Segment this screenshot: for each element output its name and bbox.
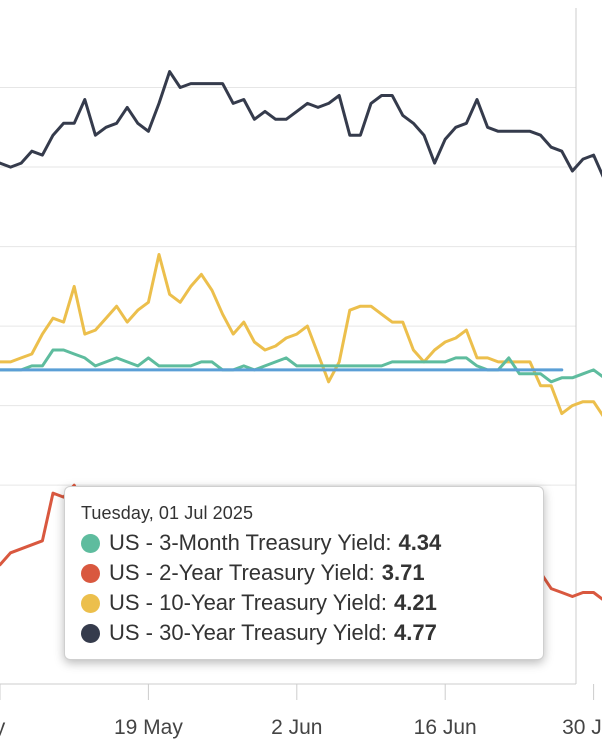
series-marker-30-year — [81, 623, 100, 643]
tooltip-value: 4.77 — [394, 620, 437, 645]
series-line — [0, 253, 602, 418]
series-marker-2-year — [81, 563, 100, 583]
tooltip-row-2-year: US - 2-Year Treasury Yield: 3.71 — [81, 558, 543, 588]
grid-lines — [0, 87, 576, 486]
series-marker-3-month — [81, 533, 100, 553]
x-tick-label: 30 Jun — [562, 716, 602, 739]
tooltip-label: US - 3-Month Treasury Yield: — [109, 530, 392, 555]
x-tick-label: 2 Jun — [271, 716, 322, 739]
tooltip-label: US - 10-Year Treasury Yield: — [109, 590, 387, 615]
tooltip-label: US - 30-Year Treasury Yield: — [109, 620, 387, 645]
tooltip: Tuesday, 01 Jul 2025 US - 3-Month Treasu… — [64, 486, 544, 660]
tooltip-row-30-year: US - 30-Year Treasury Yield: 4.77 — [81, 618, 543, 648]
series-marker-10-year — [81, 593, 100, 613]
tooltip-value: 4.34 — [398, 530, 442, 555]
tooltip-date: Tuesday, 01 Jul 2025 — [81, 503, 254, 523]
tooltip-value: 3.71 — [381, 560, 425, 585]
tooltip-value: 4.21 — [394, 590, 437, 615]
series-line — [0, 70, 602, 178]
series-line — [0, 348, 602, 384]
tooltip-row-10-year: US - 10-Year Treasury Yield: 4.21 — [81, 588, 543, 618]
tooltip-row-3-month: US - 3-Month Treasury Yield: 4.34 — [81, 528, 543, 558]
tooltip-label: US - 2-Year Treasury Yield: — [109, 560, 375, 585]
x-axis-ticks: y 19 May 2 Jun 16 Jun 30 Jun — [0, 684, 602, 739]
x-tick-label: 16 Jun — [414, 716, 477, 739]
x-tick-label: y — [0, 716, 6, 739]
x-tick-label: 19 May — [114, 716, 183, 739]
